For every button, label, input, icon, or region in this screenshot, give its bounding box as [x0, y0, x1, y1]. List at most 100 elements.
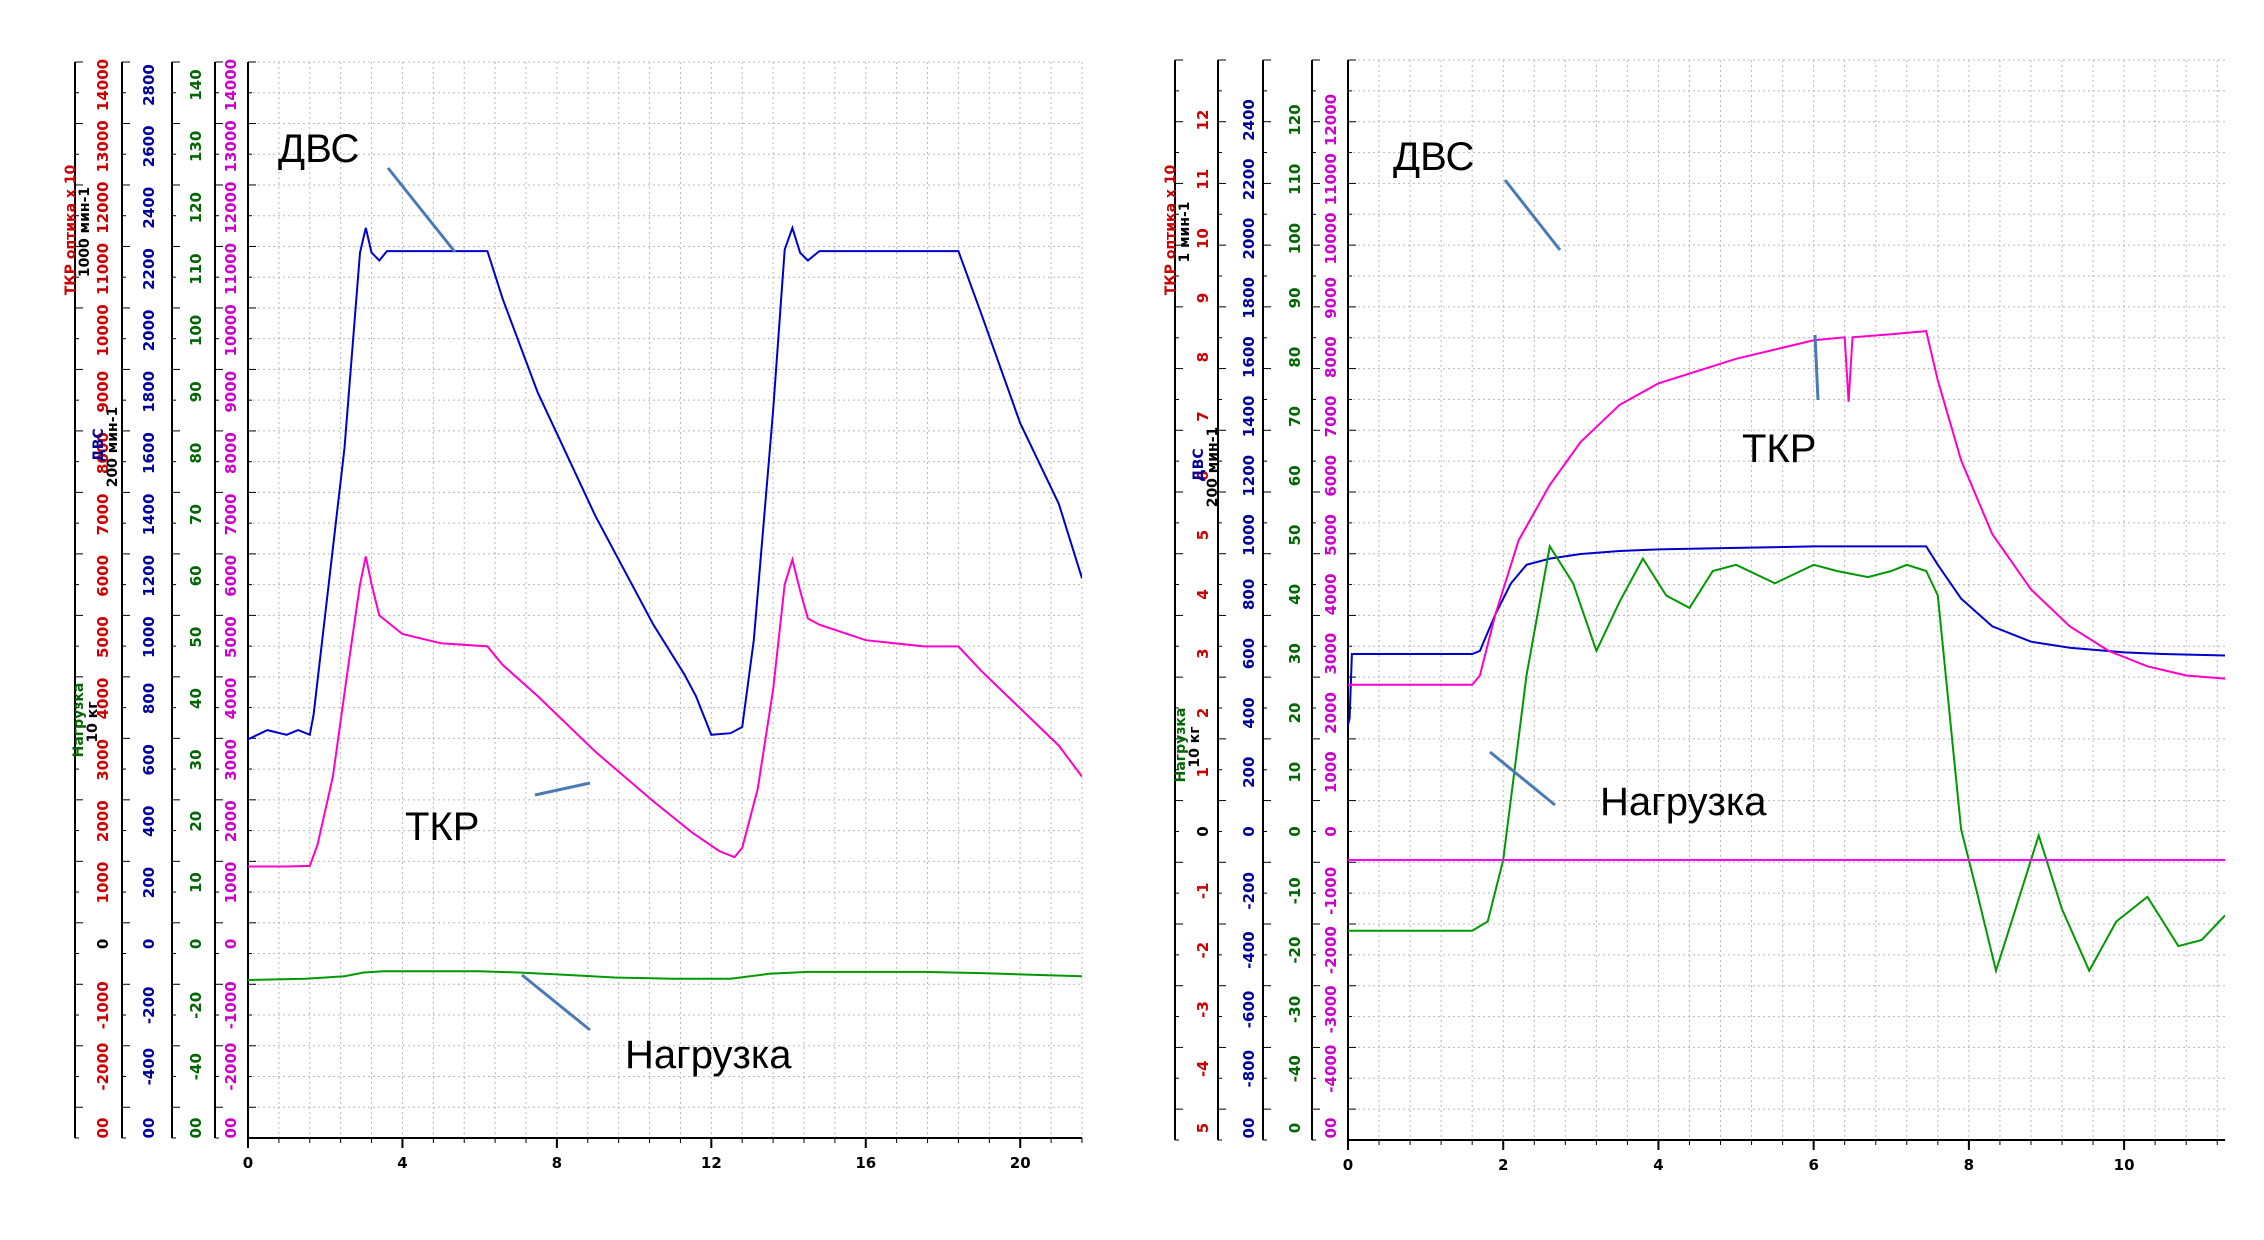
y-tick-label: 2000 [140, 310, 158, 352]
y-tick-label: 3000 [1322, 633, 1340, 675]
x-tick-label: 4 [397, 1154, 407, 1172]
y-tick-label: 600 [1240, 638, 1258, 669]
y-axis-name: 10 кг [85, 701, 101, 742]
y-tick-label: -40 [1286, 1055, 1304, 1082]
x-tick-label: 10 [2114, 1156, 2135, 1174]
y-tick-label: 1000 [1322, 751, 1340, 793]
x-tick-label: 4 [1653, 1156, 1663, 1174]
y-tick-label: 1600 [1240, 336, 1258, 378]
y-tick-label: 130 [187, 131, 205, 162]
y-tick-label: 200 [140, 867, 158, 898]
y-axis-name: ТКР оптика x 10 [63, 164, 79, 295]
y-tick-label: -200 [140, 987, 158, 1025]
y-tick-label: 00 [140, 1118, 158, 1139]
y-tick-label: 3000 [222, 739, 240, 781]
y-tick-label: 2000 [1240, 218, 1258, 260]
y-tick-label: 600 [140, 744, 158, 775]
plot-grid [1347, 59, 2225, 1141]
annotation-label: ТКР [1742, 427, 1816, 471]
y-axis-name: Нагрузка [1173, 708, 1189, 783]
annotation-leader-line [521, 973, 591, 1032]
y-tick-label: 120 [187, 192, 205, 223]
y-tick-label: 3 [1194, 648, 1212, 658]
y-tick-label: -20 [1286, 937, 1304, 964]
y-tick-label: 11000 [222, 243, 240, 295]
annotation-label: ДВС [1393, 135, 1474, 179]
y-tick-label: 0 [140, 939, 158, 949]
y-tick-label: 110 [187, 253, 205, 284]
y-tick-label: -400 [1240, 931, 1258, 969]
y-axis-name: 10 кг [1187, 726, 1203, 767]
y-tick-label: 10000 [94, 304, 112, 356]
y-tick-label: -400 [140, 1048, 158, 1086]
chart-left: 0 4 8 12 16 2000-2000-10000100020003000400050… [63, 59, 1083, 1172]
plot-grid [247, 61, 1083, 1139]
chart-right: 0 2 4 6 8 105-4-3-2-1012345678910111200-800-6… [1163, 59, 2225, 1174]
x-tick-label: 8 [1964, 1156, 1974, 1174]
y-tick-label: 12000 [222, 182, 240, 234]
y-tick-label: 11000 [1322, 153, 1340, 205]
y-tick-label: 10 [1286, 762, 1304, 783]
annotation-leader-line [1813, 334, 1820, 401]
y-tick-label: 70 [1286, 406, 1304, 427]
y-tick-label: 6 [1194, 471, 1212, 481]
y-tick-label: 1000 [1240, 514, 1258, 556]
y-tick-label: 1800 [1240, 277, 1258, 319]
y-tick-label: 40 [1286, 584, 1304, 605]
y-tick-label: 1800 [140, 371, 158, 413]
y-tick-label: 0 [1286, 1123, 1304, 1133]
annotation-label: ТКР [405, 805, 479, 849]
y-tick-label: 12 [1194, 110, 1212, 131]
y-axis-name: 1 мин-1 [1177, 201, 1193, 262]
y-tick-label: 1200 [140, 555, 158, 597]
series-group [1348, 330, 2225, 975]
y-tick-label: 10 [187, 872, 205, 893]
y-tick-label: 6000 [94, 555, 112, 597]
y-tick-label: 2600 [140, 125, 158, 167]
y-tick-label: 11 [1194, 169, 1212, 190]
y-tick-label: 2000 [94, 800, 112, 842]
y-tick-label: 2000 [1322, 692, 1340, 734]
y-tick-label: 12000 [94, 182, 112, 234]
y-tick-label: 1400 [140, 494, 158, 536]
y-tick-label: 2200 [1240, 158, 1258, 200]
y-tick-label: 4000 [1322, 573, 1340, 615]
y-tick-label: 10000 [222, 304, 240, 356]
y-tick-label: 10 [1194, 228, 1212, 249]
y-tick-label: 14000 [94, 59, 112, 111]
y-tick-label: 110 [1286, 164, 1304, 195]
y-tick-label: 0 [187, 939, 205, 949]
y-tick-label: -200 [1240, 872, 1258, 910]
y-tick-label: 90 [1286, 287, 1304, 308]
series-line-Нагрузка [248, 970, 1082, 981]
y-tick-label: 800 [140, 683, 158, 714]
y-tick-label: 6000 [222, 555, 240, 597]
y-axis-name: ДВС [91, 428, 107, 461]
y-tick-label: -2000 [94, 1043, 112, 1091]
y-tick-label: 200 [1240, 757, 1258, 788]
annotation-leader-line [534, 781, 591, 797]
y-tick-label: 14000 [222, 59, 240, 111]
annotation-leader-line [386, 167, 457, 253]
y-tick-label: -40 [187, 1053, 205, 1080]
y-tick-label: 9000 [94, 371, 112, 413]
y-tick-label: -10 [1286, 877, 1304, 904]
y-tick-label: 800 [1240, 579, 1258, 610]
y-tick-label: 60 [1286, 465, 1304, 486]
x-tick-label: 0 [243, 1154, 253, 1172]
y-tick-label: 140 [187, 69, 205, 100]
y-tick-label: 00 [187, 1118, 205, 1139]
y-tick-label: 5 [1194, 530, 1212, 540]
y-tick-label: 1000 [140, 616, 158, 658]
y-tick-label: 5000 [222, 616, 240, 658]
series-line-Нагрузка [1348, 543, 2225, 975]
series-group [248, 224, 1082, 981]
x-tick-label: 12 [701, 1154, 722, 1172]
annotation-label: Нагрузка [625, 1033, 792, 1077]
y-tick-label: 2400 [140, 187, 158, 229]
y-axis-name: ТКР оптика x 10 [1163, 164, 1179, 295]
y-tick-label: 00 [1240, 1118, 1258, 1139]
y-tick-label: 1 [1194, 767, 1212, 777]
y-axis-name: ДВС [1191, 448, 1207, 481]
